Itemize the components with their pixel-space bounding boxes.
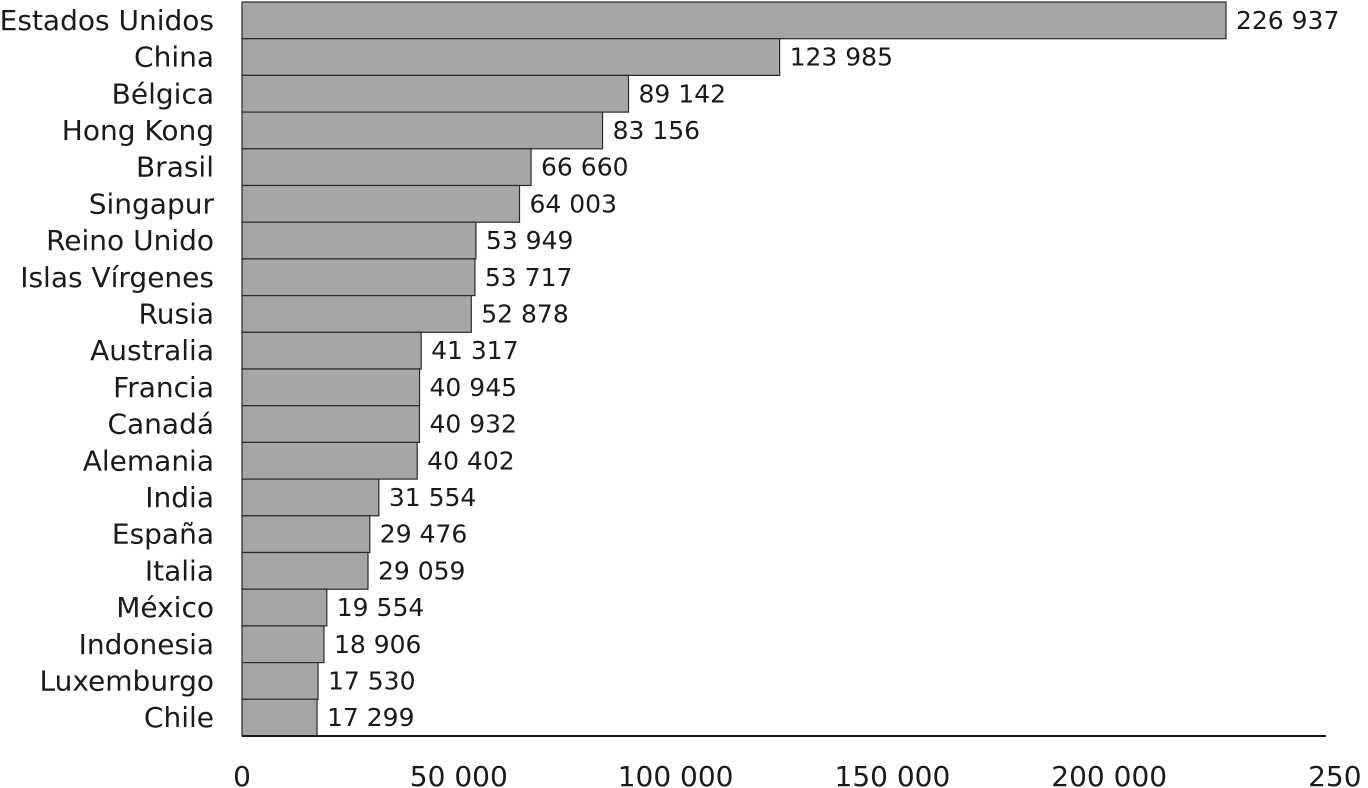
bar-italia [241,551,369,590]
value-label-alemania: 40 402 [427,446,514,475]
value-labels: 226 937 123 985 89 142 83 156 66 660 64 003 53… [327,6,1339,732]
category-label-australia: Australia [90,334,214,367]
bar-india [241,478,380,517]
bar-alemania [241,441,418,480]
bar-brasil [241,148,532,187]
value-label-italia: 29 059 [378,556,465,585]
category-label-belgica: Bélgica [112,77,214,110]
bar-islas-virgenes [241,258,476,297]
category-label-alemania: Alemania [83,444,214,477]
value-label-brasil: 66 660 [541,153,628,182]
bar-reino-unido [241,221,477,260]
value-label-canada: 40 932 [429,410,516,439]
value-label-australia: 41 317 [431,336,518,365]
category-label-hong-kong: Hong Kong [62,114,214,147]
category-label-canada: Canadá [107,408,214,441]
bar-hong-kong [241,111,604,150]
value-label-espana: 29 476 [380,520,467,549]
category-label-islas-virgenes: Islas Vírgenes [20,261,214,294]
bar-indonesia [241,625,325,664]
bar-chile [241,698,318,737]
category-label-luxemburgo: Luxemburgo [39,664,214,697]
category-label-estados-unidos: Estados Unidos [0,4,214,37]
bars-group [241,1,1227,737]
x-tick-label-50000: 50 000 [410,760,508,788]
category-label-india: India [145,481,214,514]
category-label-singapur: Singapur [89,187,215,220]
value-label-chile: 17 299 [327,703,414,732]
x-tick-label-100000: 100 000 [618,760,734,788]
value-label-luxemburgo: 17 530 [328,666,415,695]
value-label-estados-unidos: 226 937 [1236,6,1339,35]
bar-estados-unidos [241,1,1227,40]
category-label-italia: Italia [145,554,214,587]
value-label-china: 123 985 [790,43,893,72]
bar-espana [241,515,371,554]
category-label-china: China [134,41,214,74]
bar-australia [241,331,422,370]
value-label-belgica: 89 142 [639,79,726,108]
category-label-espana: España [112,518,214,551]
category-label-francia: Francia [113,371,214,404]
value-label-indonesia: 18 906 [334,630,421,659]
category-label-indonesia: Indonesia [79,628,214,661]
x-tick-label-250000: 250 000 [1308,760,1368,788]
category-label-mexico: México [116,591,214,624]
x-tick-label-0: 0 [233,760,251,788]
bar-francia [241,368,421,407]
x-tick-label-200000: 200 000 [1051,760,1167,788]
bar-singapur [241,184,521,223]
category-label-rusia: Rusia [139,297,214,330]
category-label-reino-unido: Reino Unido [46,224,214,257]
x-tick-labels: 0 50 000 100 000 150 000 200 000 250 000 [233,760,1368,788]
value-label-hong-kong: 83 156 [613,116,700,145]
value-label-mexico: 19 554 [337,593,424,622]
value-label-india: 31 554 [389,483,476,512]
value-label-rusia: 52 878 [481,299,568,328]
value-label-islas-virgenes: 53 717 [485,263,572,292]
bar-belgica [241,74,630,113]
category-label-chile: Chile [144,701,214,734]
bar-rusia [241,295,472,333]
bar-luxemburgo [241,661,319,700]
x-tick-label-150000: 150 000 [835,760,951,788]
bar-china [241,38,781,77]
value-label-reino-unido: 53 949 [486,226,573,255]
value-label-singapur: 64 003 [530,189,617,218]
bar-canada [241,405,421,444]
value-label-francia: 40 945 [430,373,517,402]
bar-mexico [241,588,328,627]
category-label-brasil: Brasil [136,151,214,184]
